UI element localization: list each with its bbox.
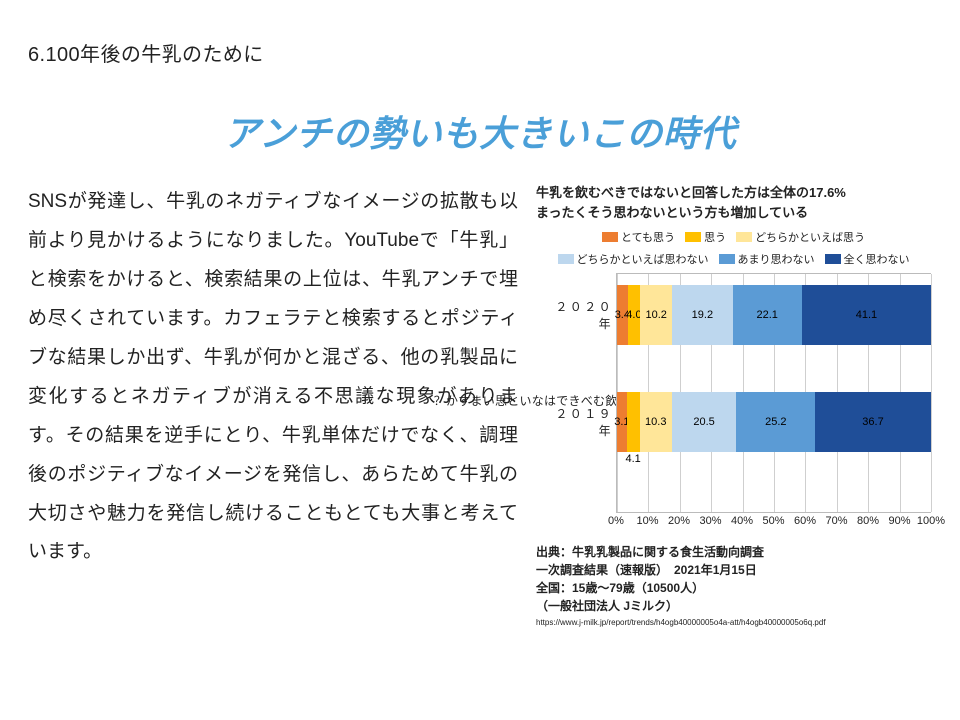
chart-title: 牛乳を飲むべきではないと回答した方は全体の17.6% まったくそう思わないという…: [536, 183, 931, 223]
slide-page: 6.100年後の牛乳のために アンチの勢いも大きいこの時代 SNSが発達し、牛乳…: [0, 0, 960, 720]
bar-segment: 10.2: [640, 285, 672, 345]
bar-segment: 20.5: [672, 392, 736, 452]
xtick-label: 40%: [731, 515, 753, 527]
chart-row: ２０２０年3.44.010.219.222.141.1: [617, 285, 931, 345]
gridline: [931, 274, 932, 512]
xtick-label: 80%: [857, 515, 879, 527]
bar-segment: 22.1: [733, 285, 802, 345]
stacked-bar: 3.44.010.219.222.141.1: [617, 285, 931, 345]
legend-item: どちらかといえば思う: [736, 229, 865, 245]
chart-ylabel: 牛乳を飲むべきではないと思いますか？: [536, 273, 552, 529]
headline: アンチの勢いも大きいこの時代: [28, 105, 932, 157]
legend-swatch: [719, 254, 735, 264]
chart-row: ２０１９年3.14.110.320.525.236.7: [617, 392, 931, 452]
xtick-label: 50%: [762, 515, 784, 527]
bar-segment: 10.3: [640, 392, 672, 452]
bar-segment: 4.1: [627, 392, 640, 452]
chart-plot: ２０２０年3.44.010.219.222.141.1２０１９年3.14.110…: [616, 273, 931, 513]
chart-sources: 出典：牛乳乳製品に関する食生活動向調査 一次調査結果（速報版） 2021年1月1…: [536, 543, 931, 629]
legend-label: 全く思わない: [844, 251, 910, 267]
xtick-label: 10%: [636, 515, 658, 527]
xtick-label: 0%: [608, 515, 624, 527]
xtick-label: 60%: [794, 515, 816, 527]
xtick-label: 70%: [825, 515, 847, 527]
legend-label: どちらかといえば思う: [755, 229, 865, 245]
source-line-2: 一次調査結果（速報版） 2021年1月15日: [536, 561, 931, 579]
bar-segment: 4.0: [628, 285, 641, 345]
bar-segment: 19.2: [672, 285, 732, 345]
source-line-4: （一般社団法人 Jミルク）: [536, 597, 931, 615]
segment-value: 19.2: [692, 309, 713, 321]
legend-label: あまり思わない: [738, 251, 815, 267]
legend-swatch: [558, 254, 574, 264]
segment-value: 10.3: [645, 416, 666, 428]
legend-item: どちらかといえば思わない: [558, 251, 709, 267]
chart-column: 牛乳を飲むべきではないと回答した方は全体の17.6% まったくそう思わないという…: [536, 183, 931, 629]
legend-swatch: [825, 254, 841, 264]
bar-segment: 25.2: [736, 392, 815, 452]
legend-swatch: [685, 232, 701, 242]
segment-value: 20.5: [693, 416, 714, 428]
chart-title-line1: 牛乳を飲むべきではないと回答した方は全体の17.6%: [536, 185, 846, 200]
source-url: https://www.j-milk.jp/report/trends/h4og…: [536, 617, 931, 629]
source-line-1: 出典：牛乳乳製品に関する食生活動向調査: [536, 543, 931, 561]
legend-item: 全く思わない: [825, 251, 910, 267]
stacked-bar: 3.14.1 10.3 20.5 25.2 36.7: [617, 392, 931, 452]
legend-item: あまり思わない: [719, 251, 815, 267]
xtick-label: 90%: [888, 515, 910, 527]
bar-segment: 3.1: [617, 392, 627, 452]
segment-value: 41.1: [856, 309, 877, 321]
segment-value: 4.1: [625, 453, 640, 465]
xtick-label: 30%: [699, 515, 721, 527]
segment-value: 25.2: [765, 416, 786, 428]
chart-legend: とても思う 思う どちらかといえば思うどちらかといえば思わない あまり思わない 全く思わ…: [536, 229, 931, 267]
legend-label: どちらかといえば思わない: [577, 251, 709, 267]
legend-label: 思う: [704, 229, 726, 245]
content-columns: SNSが発達し、牛乳のネガティブなイメージの拡散も以前より見かけるようになりまし…: [28, 183, 932, 629]
segment-value: 22.1: [757, 309, 778, 321]
legend-swatch: [736, 232, 752, 242]
plot-wrap: ２０２０年3.44.010.219.222.141.1２０１９年3.14.110…: [552, 273, 931, 529]
row-label: ２０２０年: [555, 298, 613, 332]
bar-segment: 41.1: [802, 285, 931, 345]
chart-body: 牛乳を飲むべきではないと思いますか？ ２０２０年3.44.010.219.222…: [536, 273, 931, 529]
bar-segment: 36.7: [815, 392, 930, 452]
legend-swatch: [602, 232, 618, 242]
legend-item: 思う: [685, 229, 726, 245]
row-label: ２０１９年: [555, 405, 613, 439]
chart-title-line2: まったくそう思わないという方も増加している: [536, 205, 808, 220]
section-label: 6.100年後の牛乳のために: [28, 38, 932, 67]
source-line-3: 全国：15歳～79歳（10500人）: [536, 579, 931, 597]
segment-value: 10.2: [646, 309, 667, 321]
chart-bars: ２０２０年3.44.010.219.222.141.1２０１９年3.14.110…: [617, 274, 931, 512]
chart-xticks: 0%10%20%30%40%50%60%70%80%90%100%: [616, 513, 931, 529]
xtick-label: 20%: [668, 515, 690, 527]
legend-label: とても思う: [621, 229, 675, 245]
segment-value: 36.7: [862, 416, 883, 428]
xtick-label: 100%: [917, 515, 945, 527]
legend-item: とても思う: [602, 229, 675, 245]
